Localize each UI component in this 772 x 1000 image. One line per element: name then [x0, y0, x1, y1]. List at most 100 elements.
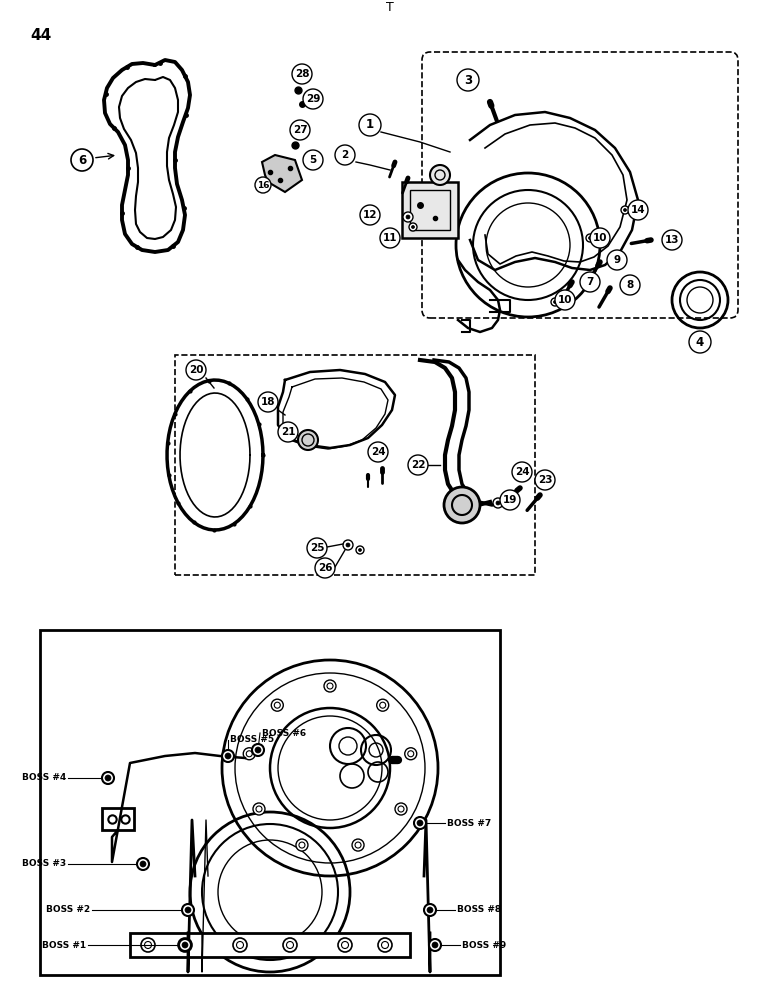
- Circle shape: [258, 392, 278, 412]
- Text: 3: 3: [464, 74, 472, 87]
- Text: 10: 10: [557, 295, 572, 305]
- Text: T: T: [386, 1, 394, 14]
- Circle shape: [338, 938, 352, 952]
- Text: BOSS #2: BOSS #2: [46, 906, 90, 914]
- Text: 27: 27: [293, 125, 307, 135]
- Circle shape: [186, 360, 206, 380]
- Circle shape: [352, 839, 364, 851]
- Text: 18: 18: [261, 397, 276, 407]
- Circle shape: [378, 938, 392, 952]
- Circle shape: [303, 89, 323, 109]
- Circle shape: [496, 501, 500, 505]
- Circle shape: [105, 775, 111, 781]
- Circle shape: [71, 149, 93, 171]
- Circle shape: [360, 205, 380, 225]
- Text: 22: 22: [411, 460, 425, 470]
- Circle shape: [102, 772, 114, 784]
- Circle shape: [356, 546, 364, 554]
- Text: 28: 28: [295, 69, 310, 79]
- Circle shape: [432, 942, 438, 948]
- Polygon shape: [262, 155, 302, 192]
- Text: 14: 14: [631, 205, 645, 215]
- Text: 2: 2: [341, 150, 349, 160]
- Circle shape: [554, 300, 557, 304]
- Text: BOSS #4: BOSS #4: [22, 774, 66, 782]
- Circle shape: [427, 907, 433, 913]
- Text: 23: 23: [538, 475, 552, 485]
- Circle shape: [324, 680, 336, 692]
- Circle shape: [271, 699, 283, 711]
- Circle shape: [586, 234, 594, 242]
- Text: 21: 21: [281, 427, 295, 437]
- Text: BOSS #3: BOSS #3: [22, 859, 66, 868]
- Circle shape: [377, 699, 389, 711]
- Circle shape: [607, 250, 627, 270]
- Circle shape: [346, 543, 350, 547]
- Text: 5: 5: [310, 155, 317, 165]
- Text: BOSS #9: BOSS #9: [462, 940, 506, 950]
- Circle shape: [253, 803, 265, 815]
- Circle shape: [380, 228, 400, 248]
- Circle shape: [233, 938, 247, 952]
- Text: BOSS #6: BOSS #6: [262, 728, 306, 738]
- Circle shape: [590, 228, 610, 248]
- Circle shape: [278, 422, 298, 442]
- Text: 25: 25: [310, 543, 324, 553]
- Circle shape: [551, 298, 559, 306]
- Circle shape: [500, 490, 520, 510]
- Circle shape: [411, 226, 415, 229]
- Text: 44: 44: [30, 28, 51, 43]
- Circle shape: [417, 820, 423, 826]
- Circle shape: [588, 236, 591, 239]
- Circle shape: [359, 114, 381, 136]
- Circle shape: [409, 223, 417, 231]
- Bar: [402, 182, 458, 238]
- Circle shape: [408, 455, 428, 475]
- Circle shape: [222, 750, 234, 762]
- Circle shape: [137, 858, 149, 870]
- Circle shape: [307, 538, 327, 558]
- Circle shape: [182, 904, 194, 916]
- Text: 24: 24: [371, 447, 385, 457]
- Text: BOSS #5: BOSS #5: [230, 736, 274, 744]
- Bar: [102, 808, 134, 830]
- Circle shape: [414, 817, 426, 829]
- Text: 20: 20: [188, 365, 203, 375]
- Circle shape: [405, 748, 417, 760]
- Circle shape: [368, 442, 388, 462]
- Circle shape: [292, 64, 312, 84]
- Circle shape: [628, 200, 648, 220]
- Circle shape: [406, 215, 410, 219]
- Circle shape: [298, 430, 318, 450]
- Circle shape: [689, 331, 711, 353]
- Text: BOSS #7: BOSS #7: [447, 818, 491, 828]
- Circle shape: [140, 861, 146, 867]
- Text: 19: 19: [503, 495, 517, 505]
- Circle shape: [424, 904, 436, 916]
- Circle shape: [444, 487, 480, 523]
- Text: BOSS #1: BOSS #1: [42, 940, 86, 950]
- Circle shape: [243, 748, 256, 760]
- Circle shape: [303, 150, 323, 170]
- Circle shape: [512, 462, 532, 482]
- Text: 1: 1: [366, 118, 374, 131]
- Circle shape: [457, 69, 479, 91]
- Text: 7: 7: [586, 277, 594, 287]
- Circle shape: [296, 839, 308, 851]
- Text: 10: 10: [593, 233, 608, 243]
- Circle shape: [493, 498, 503, 508]
- Circle shape: [290, 120, 310, 140]
- Circle shape: [182, 942, 188, 948]
- Circle shape: [662, 230, 682, 250]
- Circle shape: [343, 540, 353, 550]
- Circle shape: [252, 744, 264, 756]
- Circle shape: [624, 209, 627, 212]
- Text: 24: 24: [515, 467, 530, 477]
- Circle shape: [179, 939, 191, 951]
- Circle shape: [580, 272, 600, 292]
- Circle shape: [621, 206, 629, 214]
- Circle shape: [255, 747, 261, 753]
- Circle shape: [555, 290, 575, 310]
- Text: 6: 6: [78, 153, 86, 166]
- Circle shape: [358, 548, 361, 552]
